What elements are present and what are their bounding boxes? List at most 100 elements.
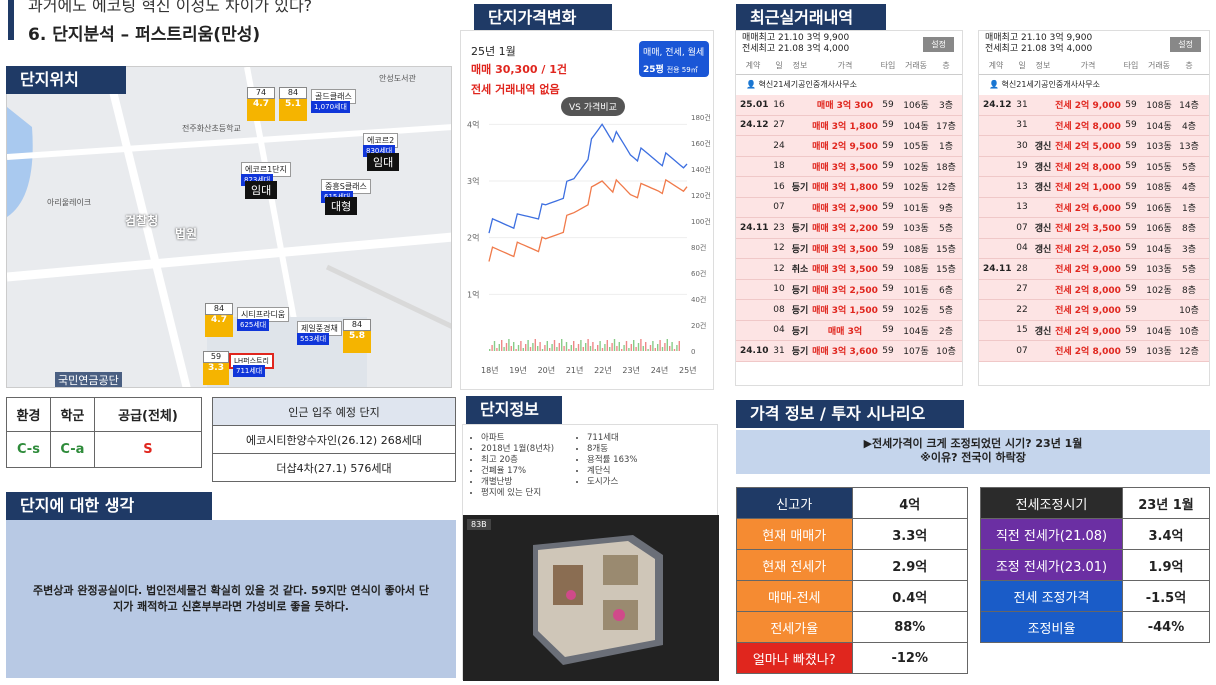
transaction-cell: 17층 <box>936 121 956 132</box>
transaction-cell: 매매 3억 1,800 <box>812 183 878 194</box>
transaction-cell: 매매 3억 2,200 <box>812 224 878 235</box>
location-header: 단지위치 <box>6 66 126 94</box>
transaction-cell: 등기 <box>791 224 809 235</box>
transaction-row[interactable]: 31 전세 2억 8,000 59 104동 4층 <box>979 116 1209 136</box>
chart-filter-button[interactable]: 매매, 전세, 월세 25평 전용 59㎡ <box>639 41 709 77</box>
volume-bar <box>539 342 541 351</box>
transaction-cell: 전세 2억 3,500 <box>1055 224 1121 235</box>
info-item: 용적률 163% <box>587 455 637 466</box>
target-complex-label[interactable]: LH퍼스트리 <box>229 353 274 369</box>
transaction-row[interactable]: 27 전세 2억 8,000 59 102동 8층 <box>979 280 1209 300</box>
vs-compare-button[interactable]: VS 가격비교 <box>561 97 625 116</box>
column-header[interactable]: 일 <box>1018 61 1026 70</box>
column-header[interactable]: 계약 <box>988 61 1004 70</box>
column-header[interactable]: 거래동 <box>1147 61 1171 70</box>
volume-bar <box>537 346 539 351</box>
column-header[interactable]: 계약 <box>745 61 761 70</box>
setting-button[interactable]: 설정 <box>1170 37 1201 52</box>
transaction-cell: 59 <box>882 99 894 110</box>
transaction-cell: 103동 <box>1146 347 1172 358</box>
transaction-row[interactable]: 30 갱신 전세 2억 5,000 59 103동 13층 <box>979 136 1209 157</box>
column-header[interactable]: 일 <box>775 61 783 70</box>
y-tick-right: 100건 <box>691 217 711 226</box>
transaction-row[interactable]: 07 갱신 전세 2억 3,500 59 106동 8층 <box>979 218 1209 239</box>
volume-bar <box>501 340 503 351</box>
complex-label[interactable]: 골드클래스 <box>311 89 356 104</box>
floor-plan-image[interactable]: 83B <box>463 515 719 681</box>
transaction-row[interactable]: 04 등기 매매 3억 59 104동 2층 <box>736 321 962 341</box>
column-header[interactable]: 정보 <box>792 61 808 70</box>
column-header[interactable]: 가격 <box>837 61 853 70</box>
transaction-cell: 취소 <box>791 265 809 276</box>
transaction-row[interactable]: 18 매매 3억 3,500 59 102동 18층 <box>736 157 962 177</box>
transaction-cell: 매매 2억 9,500 <box>812 142 878 153</box>
column-header[interactable]: 타입 <box>1123 61 1139 70</box>
complex-label[interactable]: 제일풍경채 <box>297 321 342 336</box>
transaction-row[interactable]: 13 갱신 전세 2억 1,000 59 108동 4층 <box>979 177 1209 198</box>
invest-label: 매매-전세 <box>736 580 853 612</box>
transaction-cell: 59 <box>882 181 894 192</box>
column-header[interactable]: 정보 <box>1035 61 1051 70</box>
transaction-row[interactable]: 10 등기 매매 3억 2,500 59 101동 6층 <box>736 280 962 300</box>
column-header[interactable]: 가격 <box>1080 61 1096 70</box>
setting-button[interactable]: 설정 <box>923 37 954 52</box>
transaction-cell: 31 <box>1016 99 1028 110</box>
volume-bar <box>599 341 601 351</box>
complex-label[interactable]: 시티프라디움 <box>237 307 290 322</box>
transaction-row[interactable]: 13 전세 2억 6,000 59 106동 1층 <box>979 198 1209 218</box>
chart-size: 25평 <box>643 65 664 75</box>
transaction-row[interactable]: 22 전세 2억 9,000 59 10층 <box>979 300 1209 321</box>
volume-bar <box>640 339 642 351</box>
invest-left-table: 신고가 4억 현재 매매가 3.3억 현재 전세가 2.9억 매매-전세 0.4억 전세가율 88… <box>736 487 968 674</box>
transaction-cell: 59 <box>882 243 894 254</box>
transaction-cell: 59 <box>882 284 894 295</box>
transaction-row[interactable]: 19 갱신 전세 2억 8,000 59 105동 5층 <box>979 157 1209 177</box>
transaction-cell: 매매 3억 2,900 <box>812 203 878 214</box>
transaction-row[interactable]: 07 매매 3억 2,900 59 101동 9층 <box>736 198 962 218</box>
transaction-row[interactable]: 24.11 23 등기 매매 3억 2,200 59 103동 5층 <box>736 218 962 239</box>
volume-bar <box>489 349 491 351</box>
volume-bar <box>642 346 644 351</box>
recent-max-jeonse: 전세최고 21.08 3억 4,000 <box>742 44 850 54</box>
invest-label: 얼마나 빠졌나? <box>736 642 853 674</box>
transaction-cell: 8층 <box>1181 285 1196 296</box>
recent-max-sale: 매매최고 21.10 3억 9,900 <box>742 33 850 43</box>
transaction-cell: 3층 <box>1181 244 1196 255</box>
transaction-row[interactable]: 07 전세 2억 8,000 59 103동 12층 <box>979 341 1209 362</box>
transaction-row[interactable]: 25.01 16 매매 3억 300 59 106동 3층 <box>736 95 962 116</box>
transaction-row[interactable]: 24.12 31 전세 2억 9,000 59 108동 14층 <box>979 95 1209 116</box>
transaction-row[interactable]: 15 갱신 전세 2억 9,000 59 104동 10층 <box>979 321 1209 341</box>
series-line <box>488 178 688 262</box>
column-header[interactable]: 거래동 <box>904 61 928 70</box>
column-header[interactable]: 층 <box>1185 61 1193 70</box>
volume-bar <box>606 340 608 351</box>
transaction-row[interactable]: 08 등기 매매 3억 1,500 59 102동 5층 <box>736 300 962 321</box>
transaction-row[interactable]: 12 취소 매매 3억 3,500 59 108동 15층 <box>736 259 962 280</box>
transaction-cell: 전세 2억 8,000 <box>1055 121 1121 132</box>
transaction-cell: 매매 3억 300 <box>816 101 874 112</box>
transaction-cell: 103동 <box>903 224 929 235</box>
location-map[interactable]: 검찰청 법원 국민연금공단 전주화산초등학교 아리울레이크 안성도서관 74 4… <box>6 66 452 388</box>
column-header[interactable]: 층 <box>942 61 950 70</box>
transaction-cell: 전세 2억 8,000 <box>1055 347 1121 358</box>
volume-bar <box>652 341 654 351</box>
transaction-row[interactable]: 24.12 27 매매 3억 1,800 59 104동 17층 <box>736 116 962 136</box>
transaction-row[interactable]: 04 갱신 전세 2억 2,050 59 104동 3층 <box>979 239 1209 259</box>
invest-value: 3.4억 <box>1121 518 1211 550</box>
complex-label[interactable]: 에코르2 <box>363 133 399 148</box>
y-tick-right: 40건 <box>691 295 706 304</box>
complex-label[interactable]: 에코르1단지 <box>241 162 291 177</box>
transaction-row[interactable]: 16 등기 매매 3억 1,800 59 102동 12층 <box>736 177 962 198</box>
transaction-cell: 24.11 <box>983 263 1012 274</box>
transaction-cell: 전세 2억 9,000 <box>1055 265 1121 276</box>
volume-bar <box>515 349 517 351</box>
transaction-row[interactable]: 24.11 28 전세 2억 9,000 59 103동 5층 <box>979 259 1209 280</box>
column-header[interactable]: 타입 <box>880 61 896 70</box>
transaction-cell: 등기 <box>791 306 809 317</box>
invest-label: 현재 전세가 <box>736 549 853 581</box>
complex-label[interactable]: 중흥S클래스 <box>321 179 371 194</box>
transaction-cell: 25.01 <box>740 99 769 110</box>
transaction-row[interactable]: 12 등기 매매 3억 3,500 59 108동 15층 <box>736 239 962 259</box>
transaction-row[interactable]: 24 매매 2억 9,500 59 105동 1층 <box>736 136 962 157</box>
transaction-row[interactable]: 24.10 31 등기 매매 3억 3,600 59 107동 10층 <box>736 341 962 362</box>
